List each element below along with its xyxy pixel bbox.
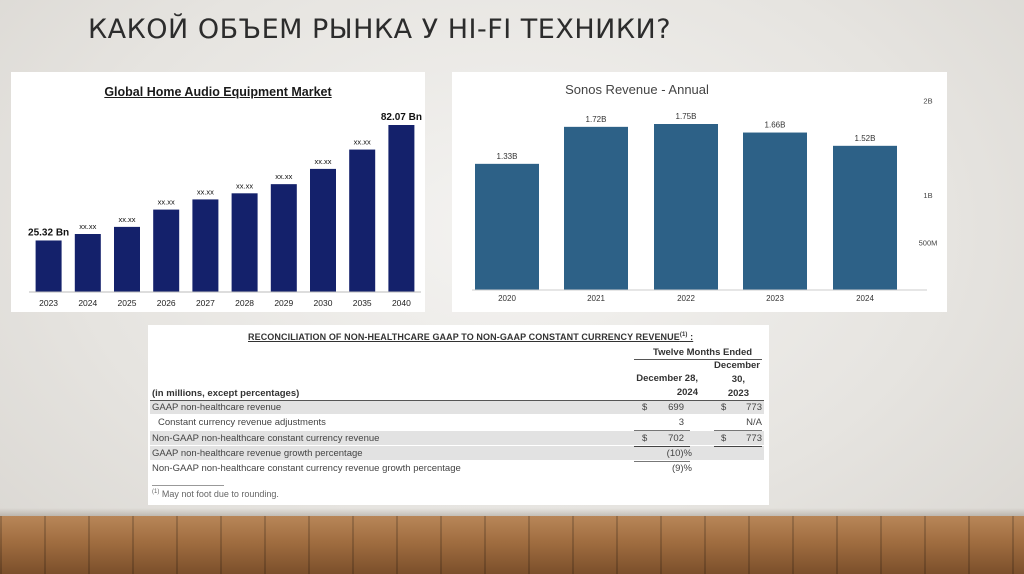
row-label: Non-GAAP non-healthcare constant currenc… bbox=[152, 433, 380, 444]
x-tick-label: 2030 bbox=[314, 298, 333, 308]
footnote-divider bbox=[152, 485, 224, 486]
x-tick-label: 2027 bbox=[196, 298, 215, 308]
data-label: xx.xx bbox=[118, 215, 135, 224]
divider bbox=[714, 446, 762, 447]
market-bar bbox=[349, 149, 376, 292]
x-tick-label: 2023 bbox=[766, 294, 784, 303]
data-label: xx.xx bbox=[197, 187, 214, 196]
data-label: xx.xx bbox=[275, 172, 292, 181]
floor-shadow bbox=[0, 508, 1024, 518]
revenue-bar bbox=[475, 163, 539, 290]
divider bbox=[150, 400, 764, 401]
x-tick-label: 2024 bbox=[856, 294, 874, 303]
slide-title: КАКОЙ ОБЪЕМ РЫНКА У HI-FI ТЕХНИКИ? bbox=[88, 14, 672, 45]
data-label: xx.xx bbox=[314, 157, 331, 166]
data-label: 82.07 Bn bbox=[381, 112, 422, 123]
data-label: xx.xx bbox=[354, 138, 371, 147]
cell-value: 699 bbox=[668, 402, 684, 413]
row-band bbox=[150, 431, 764, 445]
divider bbox=[634, 461, 690, 462]
market-bar bbox=[153, 209, 180, 292]
x-tick-label: 2025 bbox=[118, 298, 137, 308]
cell-value: 3 bbox=[678, 417, 684, 428]
data-label: xx.xx bbox=[79, 222, 96, 231]
row-label: GAAP non-healthcare revenue bbox=[152, 402, 282, 413]
data-label: xx.xx bbox=[236, 181, 253, 190]
market-bar bbox=[231, 193, 258, 292]
x-tick-label: 2020 bbox=[498, 294, 516, 303]
x-tick-label: 2021 bbox=[587, 294, 605, 303]
cell-value: 773 bbox=[746, 433, 762, 444]
cell-value: (10)% bbox=[666, 448, 692, 459]
cell-value: (9)% bbox=[671, 463, 692, 474]
data-label: 1.52B bbox=[855, 134, 876, 143]
revenue-bar bbox=[564, 126, 628, 290]
col1-header-line1: December 28, bbox=[636, 373, 698, 384]
col2-header-line1: December bbox=[714, 360, 760, 371]
x-tick-label: 2023 bbox=[39, 298, 58, 308]
market-bar bbox=[74, 234, 101, 292]
y-tick-label: 2B bbox=[923, 96, 932, 105]
market-bar bbox=[270, 184, 297, 292]
row-label: Non-GAAP non-healthcare constant currenc… bbox=[152, 463, 461, 474]
data-label: 1.72B bbox=[586, 115, 607, 124]
divider bbox=[714, 430, 762, 431]
market-bar bbox=[114, 226, 140, 292]
y-tick-label: 500M bbox=[919, 239, 938, 248]
market-bar-chart-svg: 25.32 Bn 2023 xx.xx 2024 xx.xx 2025 xx.xx 2026 x… bbox=[28, 112, 422, 308]
x-tick-label: 2035 bbox=[353, 298, 372, 308]
footnote: (1) May not foot due to rounding. bbox=[152, 489, 279, 499]
table-title: RECONCILIATION OF NON-HEALTHCARE GAAP TO… bbox=[248, 332, 694, 342]
x-tick-label: 2029 bbox=[274, 298, 293, 308]
col2-header-line2: 30, bbox=[731, 374, 745, 385]
revenue-bar bbox=[654, 124, 718, 290]
data-label: xx.xx bbox=[158, 198, 175, 207]
market-bar bbox=[310, 168, 336, 292]
divider bbox=[634, 430, 690, 431]
col2-header-line3: 2023 bbox=[727, 388, 749, 399]
data-label: 25.32 Bn bbox=[28, 227, 69, 238]
data-label: 1.75B bbox=[676, 112, 697, 121]
sonos-bar-chart-svg: 1.33B 2020 1.72B 2021 1.75B 2022 1.66B 2023 1.52… bbox=[472, 96, 938, 303]
currency-symbol: $ bbox=[721, 433, 727, 444]
col1-header-line2: 2024 bbox=[676, 387, 698, 398]
y-tick-label: 1B bbox=[923, 191, 932, 200]
cell-value: 702 bbox=[668, 433, 684, 444]
market-bar bbox=[192, 199, 219, 292]
chart-title: Global Home Audio Equipment Market bbox=[104, 85, 332, 99]
market-bar bbox=[388, 125, 415, 292]
row-band bbox=[150, 446, 764, 460]
sonos-revenue-chart: Sonos Revenue - Annual 1.33B 2020 1.72B 202… bbox=[452, 72, 947, 312]
data-label: 1.33B bbox=[497, 152, 518, 161]
row-header: (in millions, except percentages) bbox=[152, 388, 300, 399]
divider bbox=[634, 446, 690, 447]
x-tick-label: 2024 bbox=[78, 298, 97, 308]
cell-value: N/A bbox=[746, 417, 762, 428]
row-band bbox=[150, 401, 764, 414]
market-bar bbox=[35, 240, 62, 292]
currency-symbol: $ bbox=[642, 433, 648, 444]
currency-symbol: $ bbox=[721, 402, 727, 413]
chart-title: Sonos Revenue - Annual bbox=[565, 82, 709, 97]
period-header: Twelve Months Ended bbox=[653, 347, 753, 358]
row-label: Constant currency revenue adjustments bbox=[158, 417, 326, 428]
reconciliation-table: RECONCILIATION OF NON-HEALTHCARE GAAP TO… bbox=[148, 325, 769, 505]
x-tick-label: 2026 bbox=[157, 298, 176, 308]
data-label: 1.66B bbox=[765, 121, 786, 130]
wooden-floor bbox=[0, 516, 1024, 574]
row-label: GAAP non-healthcare revenue growth perce… bbox=[152, 448, 363, 459]
x-tick-label: 2022 bbox=[677, 294, 695, 303]
global-audio-market-chart: Global Home Audio Equipment Market 25.32… bbox=[11, 72, 425, 312]
revenue-bar bbox=[833, 145, 897, 290]
divider bbox=[634, 359, 762, 360]
x-tick-label: 2040 bbox=[392, 298, 411, 308]
revenue-bar bbox=[743, 132, 807, 290]
x-tick-label: 2028 bbox=[235, 298, 254, 308]
cell-value: 773 bbox=[746, 402, 762, 413]
currency-symbol: $ bbox=[642, 402, 648, 413]
